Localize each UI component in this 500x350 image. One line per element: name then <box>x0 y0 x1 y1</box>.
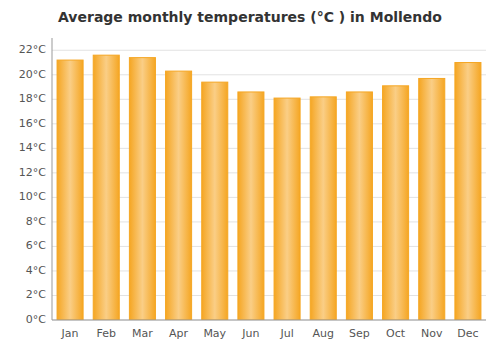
chart-svg: Average monthly temperatures (°C ) in Mo… <box>0 0 500 350</box>
y-tick-label: 20°C <box>19 68 46 81</box>
y-tick-label: 14°C <box>19 141 46 154</box>
grid <box>52 50 486 320</box>
bar <box>166 71 192 320</box>
y-axis-line <box>52 38 53 320</box>
x-tick-label: Aug <box>313 327 334 340</box>
y-tick-label: 18°C <box>19 92 46 105</box>
y-tick-label: 10°C <box>19 190 46 203</box>
x-tick-label: May <box>203 327 226 340</box>
y-tick-label: 8°C <box>26 215 46 228</box>
bars <box>57 55 481 320</box>
chart-container: Average monthly temperatures (°C ) in Mo… <box>0 0 500 350</box>
bar <box>274 98 300 320</box>
y-tick-label: 0°C <box>26 313 46 326</box>
bar <box>238 92 264 320</box>
bar <box>202 82 228 320</box>
y-axis: 0°C 2°C 4°C 6°C 8°C 10°C 12°C 14°C 16°C 18°C 20°C 2… <box>19 38 52 326</box>
bar <box>419 78 445 320</box>
y-tick-label: 22°C <box>19 43 46 56</box>
x-tick-label: Mar <box>132 327 153 340</box>
bar <box>455 63 481 320</box>
x-tick-label: Dec <box>457 327 478 340</box>
x-tick-label: Jul <box>279 327 293 340</box>
bar <box>383 86 409 320</box>
x-axis: Jan Feb Mar Apr May Jun Jul Aug Sep Oct Nov Dec <box>52 320 486 340</box>
x-tick-label: Feb <box>97 327 116 340</box>
bar <box>129 58 155 320</box>
bar <box>310 97 336 320</box>
grid-line <box>52 320 486 321</box>
x-tick-label: Jun <box>241 327 259 340</box>
x-tick-label: Nov <box>421 327 443 340</box>
bar <box>57 60 83 320</box>
y-tick-label: 6°C <box>26 239 46 252</box>
y-tick-label: 16°C <box>19 117 46 130</box>
x-tick-label: Sep <box>349 327 370 340</box>
bar <box>346 92 372 320</box>
x-axis-line <box>52 320 486 321</box>
x-tick-label: Jan <box>61 327 79 340</box>
y-tick-label: 4°C <box>26 264 46 277</box>
y-tick-label: 12°C <box>19 166 46 179</box>
page: {"chart_data": {"type": "bar", "title": … <box>0 0 500 350</box>
y-tick-label: 2°C <box>26 288 46 301</box>
x-tick-label: Apr <box>169 327 189 340</box>
grid-line <box>52 50 486 51</box>
chart-title: Average monthly temperatures (°C ) in Mo… <box>58 9 442 25</box>
bar <box>93 55 119 320</box>
x-tick-label: Oct <box>386 327 406 340</box>
